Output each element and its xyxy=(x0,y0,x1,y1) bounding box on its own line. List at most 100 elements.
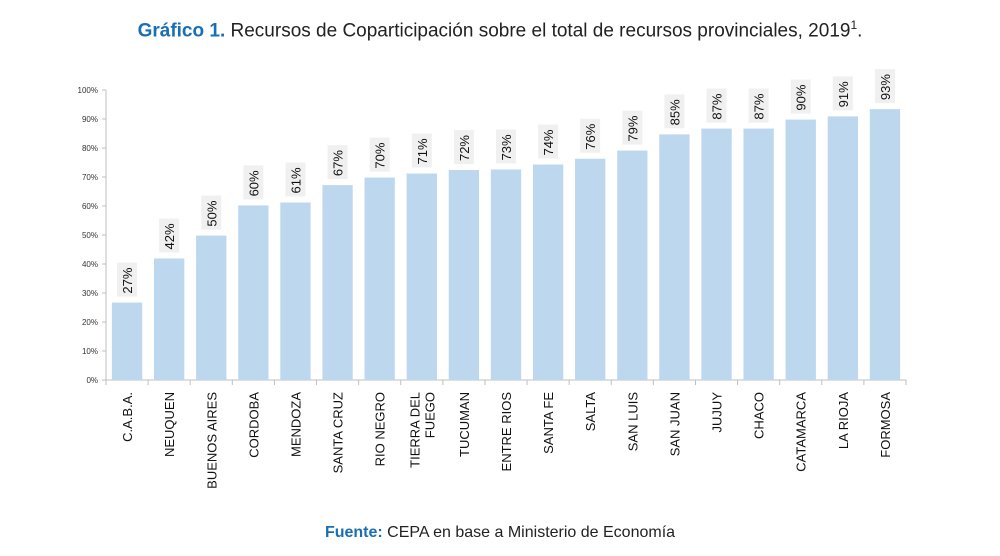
data-label-background xyxy=(874,69,895,104)
data-label-group: 61% xyxy=(285,162,306,197)
y-tick-label: 80% xyxy=(82,144,98,153)
data-label-background xyxy=(201,195,222,230)
chart-title: Gráfico 1. Recursos de Coparticipación s… xyxy=(0,18,1000,42)
bar xyxy=(743,128,774,380)
data-label: 76% xyxy=(583,123,598,149)
bar xyxy=(785,119,816,380)
data-label-background xyxy=(117,262,138,297)
data-label-background xyxy=(327,145,348,180)
data-label-group: 42% xyxy=(159,218,180,253)
data-label-group: 73% xyxy=(496,129,516,164)
category-label-group: SALTA xyxy=(583,392,598,432)
category-label: ENTRE RIOS xyxy=(499,392,514,472)
data-label: 90% xyxy=(794,84,809,110)
bar xyxy=(238,205,269,380)
category-label: SAN JUAN xyxy=(667,392,682,456)
source-lead: Fuente: xyxy=(324,524,383,541)
category-label-group: TUCUMAN xyxy=(457,392,472,457)
category-label-group: LA RIOJA xyxy=(836,392,851,449)
data-label-group: 90% xyxy=(790,79,811,114)
category-label-group: C.A.B.A. xyxy=(120,392,135,442)
data-label: 79% xyxy=(625,115,640,141)
data-label-background xyxy=(285,162,306,197)
chart-title-text: Recursos de Coparticipación sobre el tot… xyxy=(225,20,851,42)
y-tick-label: 20% xyxy=(82,318,98,327)
y-tick-label: 90% xyxy=(82,115,98,124)
data-label-background xyxy=(790,79,811,114)
bar xyxy=(869,109,901,380)
data-label: 60% xyxy=(246,170,261,196)
data-label-group: 50% xyxy=(201,195,222,230)
category-label-group: MENDOZA xyxy=(288,392,303,457)
category-label: RIO NEGRO xyxy=(373,392,388,466)
data-label-background xyxy=(706,88,727,123)
y-tick-label: 50% xyxy=(82,231,98,240)
category-label: TUCUMAN xyxy=(457,392,472,457)
data-label: 91% xyxy=(836,81,851,107)
category-label-group: ENTRE RIOS xyxy=(499,392,514,472)
category-label: MENDOZA xyxy=(288,392,303,457)
data-label-group: 87% xyxy=(748,88,769,123)
data-label-group: 87% xyxy=(706,88,727,123)
bar xyxy=(490,169,522,380)
bar xyxy=(364,177,395,380)
category-label-group: SANTA FE xyxy=(541,392,556,454)
category-label-group: CORDOBA xyxy=(246,392,261,458)
data-label-group: 72% xyxy=(453,130,474,165)
y-tick-label: 40% xyxy=(82,260,98,269)
data-label-background xyxy=(411,133,432,168)
y-tick-label: 0% xyxy=(86,376,98,385)
source-note: Fuente: CEPA en base a Ministerio de Eco… xyxy=(0,524,1000,542)
y-tick-label: 10% xyxy=(82,347,98,356)
category-label: TIERRA DEL xyxy=(407,392,422,468)
data-label: 73% xyxy=(499,134,514,160)
category-label: SALTA xyxy=(583,392,598,432)
y-tick-label: 70% xyxy=(82,173,98,182)
bar xyxy=(659,134,690,380)
category-label: C.A.B.A. xyxy=(120,392,135,442)
y-tick-label: 100% xyxy=(78,86,98,95)
y-tick-label: 60% xyxy=(82,202,98,211)
bar xyxy=(827,116,858,380)
data-label: 50% xyxy=(204,200,219,226)
bar xyxy=(575,158,606,380)
category-label-group: NEUQUEN xyxy=(162,392,177,457)
data-label: 93% xyxy=(878,74,893,100)
data-label: 71% xyxy=(415,138,430,164)
category-label: LA RIOJA xyxy=(836,392,851,449)
bar xyxy=(322,185,353,380)
data-label-background xyxy=(496,129,516,164)
data-label-background xyxy=(622,110,643,145)
data-label-group: 27% xyxy=(117,262,138,297)
chart-title-footnote: 1 xyxy=(850,18,858,32)
category-label: CATAMARCA xyxy=(794,392,809,472)
category-label-group: TIERRA DEL FUEGO xyxy=(407,392,437,468)
category-label-group: RIO NEGRO xyxy=(373,392,388,466)
data-label-background xyxy=(538,124,559,159)
y-tick-label: 30% xyxy=(82,289,98,298)
data-label: 74% xyxy=(541,129,556,155)
category-label: CORDOBA xyxy=(246,392,261,458)
category-label: SAN LUIS xyxy=(625,392,640,452)
category-label-group: SAN LUIS xyxy=(625,392,640,452)
data-label: 87% xyxy=(710,93,725,119)
data-label-background xyxy=(748,88,769,123)
chart-title-lead: Gráfico 1. xyxy=(137,20,226,42)
bar-chart: 0% 10% 20% 30% 40% 50% 60% 70% 80% 90% 100% 27% C.A.… xyxy=(78,69,907,489)
source-text: CEPA en base a Ministerio de Economía xyxy=(382,524,676,541)
data-label-group: 85% xyxy=(664,94,685,129)
data-label: 61% xyxy=(288,167,303,193)
data-label-group: 71% xyxy=(411,133,432,168)
data-label: 85% xyxy=(667,99,682,125)
category-label: JUJUY xyxy=(710,392,725,433)
category-label-group: CHACO xyxy=(752,392,767,439)
category-label-group: CATAMARCA xyxy=(794,392,809,472)
data-label-background xyxy=(243,165,264,200)
data-label-group: 67% xyxy=(327,145,348,180)
bar xyxy=(154,258,185,380)
data-label: 72% xyxy=(457,135,472,161)
category-label-group: JUJUY xyxy=(710,392,725,433)
bar xyxy=(617,150,648,380)
category-label-group: BUENOS AIRES xyxy=(204,392,219,489)
data-label-background xyxy=(580,118,601,153)
